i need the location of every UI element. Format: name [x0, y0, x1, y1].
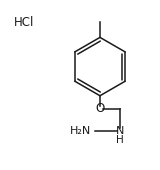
- Text: N: N: [116, 126, 124, 136]
- Text: H: H: [116, 134, 124, 144]
- Text: H₂N: H₂N: [70, 126, 92, 136]
- Text: O: O: [95, 102, 105, 115]
- Text: HCl: HCl: [14, 15, 34, 29]
